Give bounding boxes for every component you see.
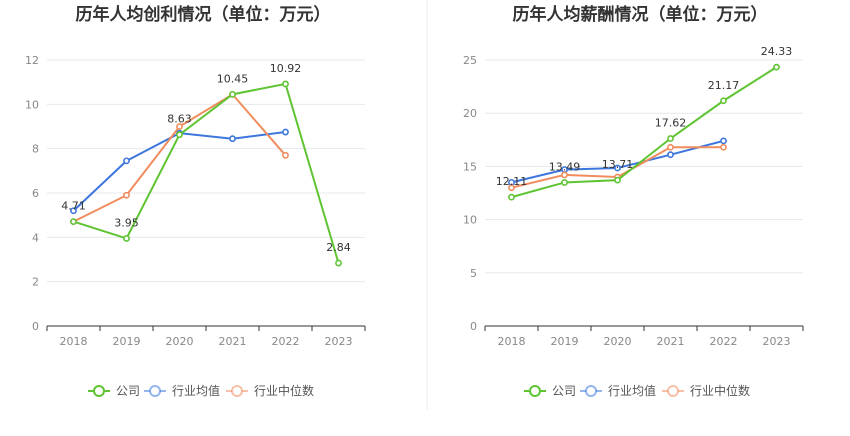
data-label: 17.62 bbox=[655, 117, 687, 130]
data-label: 24.33 bbox=[761, 45, 793, 58]
industry-mean-point bbox=[667, 151, 674, 159]
legend-item-company[interactable]: 公司 bbox=[88, 384, 140, 398]
data-label: 8.63 bbox=[167, 113, 192, 126]
x-tick-label: 2020 bbox=[604, 335, 632, 348]
data-label: 10.92 bbox=[270, 62, 302, 75]
x-tick-label: 2023 bbox=[763, 335, 791, 348]
x-tick-label: 2021 bbox=[219, 335, 247, 348]
company-point bbox=[282, 80, 289, 88]
x-tick-label: 2021 bbox=[657, 335, 685, 348]
legend-marker-icon bbox=[585, 385, 597, 397]
company-point bbox=[561, 179, 568, 186]
y-tick-label: 5 bbox=[470, 267, 477, 280]
x-tick-label: 2020 bbox=[166, 335, 194, 348]
legend-marker-icon bbox=[93, 385, 105, 397]
legend-label: 公司 bbox=[116, 384, 140, 398]
legend-item-industry-mean[interactable]: 行业均值 bbox=[580, 383, 656, 398]
company-point bbox=[70, 218, 77, 225]
legend-label: 行业中位数 bbox=[690, 383, 750, 398]
industry-mean-point bbox=[70, 207, 77, 215]
company-point bbox=[773, 63, 780, 71]
industry-median-point bbox=[667, 143, 674, 151]
data-label: 13.49 bbox=[549, 160, 581, 173]
legend-item-industry-median[interactable]: 行业中位数 bbox=[662, 383, 750, 398]
company-point bbox=[508, 193, 515, 201]
x-tick-label: 2018 bbox=[60, 335, 88, 348]
y-tick-label: 15 bbox=[463, 160, 477, 173]
industry-mean-point bbox=[229, 135, 236, 143]
chart-title: 历年人均薪酬情况（单位：万元） bbox=[513, 4, 768, 25]
legend-marker-icon bbox=[149, 385, 161, 397]
legend-item-industry-mean[interactable]: 行业均值 bbox=[144, 383, 220, 398]
chart-profit-per-capita: 历年人均创利情况（单位：万元） 0 2 4 6 8 10 12 2018 2019 2020 202… bbox=[25, 4, 366, 398]
legend-label: 行业均值 bbox=[608, 383, 656, 398]
data-label: 21.17 bbox=[708, 79, 740, 92]
industry-median-point bbox=[508, 184, 515, 192]
company-point bbox=[667, 135, 674, 142]
x-tick-label: 2019 bbox=[113, 335, 141, 348]
data-label: 3.95 bbox=[114, 216, 139, 229]
industry-mean-line bbox=[72, 131, 286, 212]
company-line bbox=[511, 66, 778, 199]
legend-item-company[interactable]: 公司 bbox=[524, 384, 576, 398]
x-tick-label: 2022 bbox=[710, 335, 738, 348]
legend-marker-icon bbox=[231, 385, 243, 397]
y-tick-label: 12 bbox=[25, 54, 39, 67]
company-point bbox=[720, 97, 727, 105]
industry-median-point bbox=[720, 143, 727, 151]
legend-marker-icon bbox=[667, 385, 679, 397]
legend-label: 行业均值 bbox=[172, 383, 220, 398]
x-tick-label: 2018 bbox=[498, 335, 526, 348]
company-point bbox=[176, 131, 183, 139]
y-tick-label: 6 bbox=[32, 187, 39, 200]
company-point bbox=[229, 90, 236, 98]
industry-median-point bbox=[561, 171, 568, 179]
y-tick-label: 0 bbox=[32, 320, 39, 333]
legend-item-industry-median[interactable]: 行业中位数 bbox=[226, 383, 314, 398]
industry-median-point bbox=[176, 123, 183, 130]
legend-label: 公司 bbox=[552, 384, 576, 398]
y-tick-label: 4 bbox=[32, 231, 39, 244]
data-label: 10.45 bbox=[217, 72, 249, 85]
y-tick-label: 2 bbox=[32, 276, 39, 289]
company-point bbox=[614, 176, 621, 184]
industry-mean-point bbox=[720, 137, 727, 145]
industry-mean-point bbox=[282, 128, 289, 136]
y-tick-label: 10 bbox=[463, 214, 477, 227]
company-point bbox=[335, 259, 342, 267]
y-tick-label: 8 bbox=[32, 143, 39, 156]
chart-title: 历年人均创利情况（单位：万元） bbox=[76, 4, 331, 25]
industry-median-point bbox=[123, 191, 130, 199]
y-tick-label: 25 bbox=[463, 54, 477, 67]
industry-mean-point bbox=[614, 164, 621, 172]
y-tick-label: 20 bbox=[463, 107, 477, 120]
x-tick-label: 2019 bbox=[551, 335, 579, 348]
legend-marker-icon bbox=[529, 385, 541, 397]
legend-label: 行业中位数 bbox=[254, 383, 314, 398]
data-label: 4.71 bbox=[61, 200, 86, 213]
chart-salary-per-capita: 历年人均薪酬情况（单位：万元） 0 5 10 15 20 25 2018 2019 2020 20… bbox=[463, 4, 804, 398]
company-point bbox=[123, 235, 130, 242]
industry-mean-point bbox=[123, 157, 130, 165]
data-label: 2.84 bbox=[326, 241, 351, 254]
industry-median-point bbox=[282, 151, 289, 159]
company-line bbox=[73, 82, 340, 264]
x-tick-label: 2022 bbox=[272, 335, 300, 348]
y-tick-label: 10 bbox=[25, 98, 39, 111]
data-label: 13.71 bbox=[602, 158, 634, 171]
y-tick-label: 0 bbox=[470, 320, 477, 333]
data-label: 12.11 bbox=[496, 175, 528, 188]
x-tick-label: 2023 bbox=[325, 335, 353, 348]
